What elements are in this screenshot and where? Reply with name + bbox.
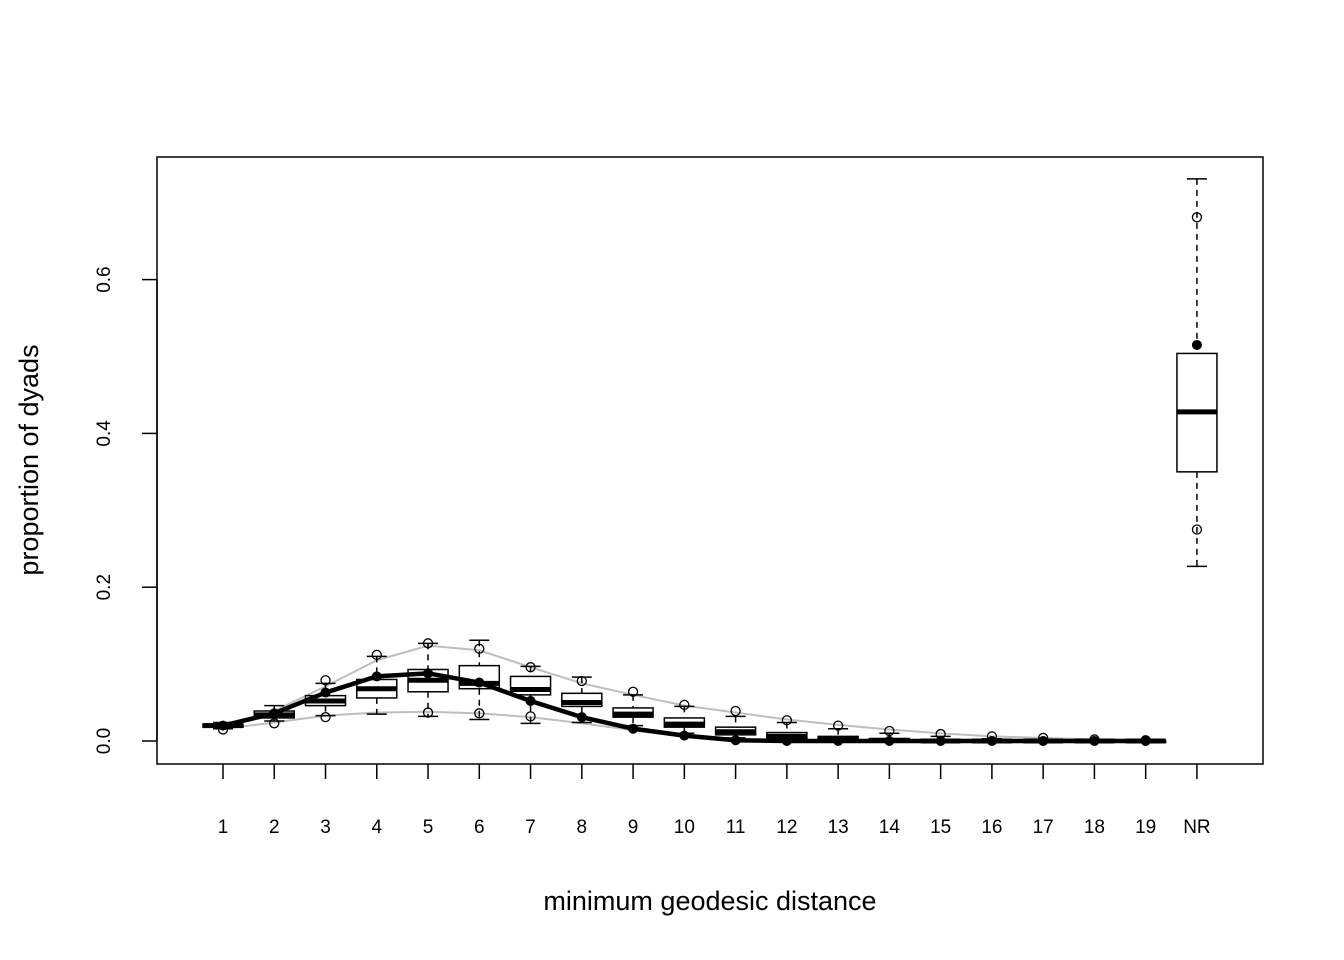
- x-tick-label-NR: NR: [1183, 817, 1210, 838]
- x-tick-label-12: 12: [776, 817, 797, 838]
- observed-point-7: [525, 696, 536, 707]
- box-4: [356, 649, 398, 715]
- box-9: [612, 686, 654, 727]
- y-tick-label-1: 0.2: [94, 574, 115, 600]
- axis-layer: 1 2 3 4 5 6 7 8 9 10 11 12 13 14 15 16 17 18 19 NR0.00.20.4…: [94, 266, 1211, 838]
- outlier-point: [474, 643, 485, 654]
- observed-point-3: [320, 687, 331, 698]
- observed-point-19: [1140, 736, 1151, 746]
- x-tick-label-11: 11: [726, 817, 746, 838]
- x-tick-label-14: 14: [879, 817, 901, 838]
- x-tick-label-15: 15: [930, 817, 951, 838]
- outlier-point: [422, 638, 434, 649]
- outlier-point: [627, 686, 639, 697]
- box-8: [561, 675, 603, 724]
- y-tick-label-3: 0.6: [94, 266, 115, 292]
- outlier-point: [1191, 524, 1203, 535]
- x-tick-label-5: 5: [423, 817, 434, 838]
- x-tick-label-1: 1: [218, 817, 229, 838]
- box-body: [509, 675, 552, 696]
- x-tick-label-3: 3: [320, 817, 331, 838]
- y-axis-title: proportion of dyads: [14, 344, 44, 575]
- observed-point-16: [986, 736, 997, 746]
- observed-point-5: [423, 668, 434, 679]
- observed-point-15: [935, 736, 946, 746]
- outlier-point: [781, 715, 793, 726]
- outlier-point: [832, 720, 844, 731]
- y-tick-label-0: 0.0: [94, 728, 115, 754]
- x-tick-label-9: 9: [628, 817, 639, 838]
- observed-point-2: [269, 708, 280, 719]
- box-layer: [202, 178, 1218, 746]
- observed-point-8: [576, 712, 587, 723]
- observed-point-11: [730, 735, 741, 746]
- observed-point-18: [1089, 736, 1100, 746]
- x-tick-label-16: 16: [981, 817, 1002, 838]
- observed-line-layer: [203, 339, 1202, 746]
- x-tick-label-7: 7: [525, 817, 536, 838]
- observed-point-4: [371, 671, 382, 682]
- observed-point-NR: [1191, 339, 1202, 350]
- observed-point-6: [474, 677, 485, 688]
- observed-point-12: [781, 736, 792, 746]
- outlier-point: [320, 675, 331, 686]
- outlier-point: [371, 649, 382, 661]
- x-tick-label-17: 17: [1033, 817, 1054, 838]
- outlier-point: [1191, 212, 1203, 223]
- outlier-point: [525, 662, 536, 673]
- outlier-point: [730, 705, 741, 717]
- x-tick-label-4: 4: [371, 817, 382, 838]
- observed-point-10: [679, 730, 690, 741]
- x-tick-label-18: 18: [1084, 817, 1105, 838]
- observed-point-9: [628, 723, 639, 734]
- x-tick-label-13: 13: [828, 817, 849, 838]
- box-NR: [1176, 178, 1218, 568]
- outlier-point: [679, 699, 690, 711]
- observed-point-14: [884, 736, 895, 746]
- outlier-point: [576, 675, 587, 687]
- plot-frame: [156, 156, 1264, 765]
- y-tick-label-2: 0.4: [94, 420, 115, 447]
- outlier-point: [474, 708, 485, 719]
- x-axis-title: minimum geodesic distance: [543, 886, 876, 916]
- x-tick-label-19: 19: [1135, 817, 1156, 838]
- outlier-point: [884, 725, 895, 737]
- x-tick-label-8: 8: [577, 817, 588, 838]
- x-tick-label-6: 6: [474, 817, 485, 838]
- outlier-point: [320, 712, 331, 723]
- x-tick-label-2: 2: [269, 817, 280, 838]
- outlier-point: [525, 711, 536, 722]
- outlier-point: [422, 707, 434, 718]
- observed-point-17: [1038, 736, 1049, 746]
- outlier-point: [269, 718, 280, 729]
- x-tick-label-10: 10: [674, 817, 695, 838]
- observed-point-13: [833, 736, 844, 746]
- observed-point-1: [218, 720, 228, 731]
